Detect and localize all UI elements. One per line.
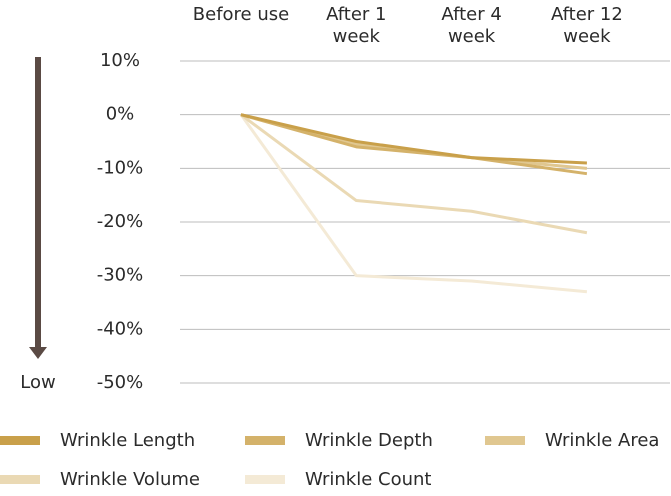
annotation: Low: [20, 372, 55, 393]
legend-swatch: [245, 474, 285, 484]
legend-label: Wrinkle Count: [305, 468, 432, 490]
y-tick-label: -50%: [97, 372, 144, 393]
x-category-label: After 1 week: [326, 4, 387, 47]
legend-swatch: [0, 435, 40, 445]
legend-label: Wrinkle Area: [545, 429, 660, 451]
x-category-label: Before use: [192, 4, 290, 25]
series-line: [240, 113, 587, 165]
y-tick-label: -20%: [97, 211, 144, 232]
legend-item: Wrinkle Area: [485, 428, 659, 452]
legend-label: Wrinkle Depth: [305, 429, 433, 451]
legend-swatch: [485, 435, 525, 445]
legend-label: Wrinkle Length: [60, 429, 196, 451]
arrow-head: [29, 347, 47, 359]
legend-item: Wrinkle Depth: [245, 428, 433, 452]
series-line: [239, 113, 588, 294]
legend-swatch: [0, 474, 40, 484]
series-line: [240, 113, 588, 176]
legend-item: Wrinkle Volume: [0, 467, 200, 491]
y-tick-label: 0%: [106, 104, 135, 125]
y-tick-label: -40%: [97, 318, 144, 339]
x-category-label: After 4 week: [441, 4, 502, 47]
x-category-label: After 12 week: [550, 4, 623, 47]
y-tick-label: 10%: [100, 50, 140, 71]
legend-label: Wrinkle Volume: [60, 468, 200, 490]
legend-item: Wrinkle Count: [245, 467, 431, 491]
y-tick-label: -10%: [97, 157, 144, 178]
y-tick-label: -30%: [97, 265, 144, 286]
legend-swatch: [245, 435, 285, 445]
series-line: [240, 113, 588, 235]
legend-item: Wrinkle Length: [0, 428, 195, 452]
